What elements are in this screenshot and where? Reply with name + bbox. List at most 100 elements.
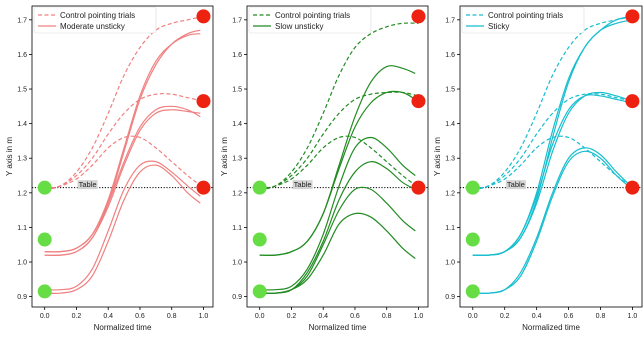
x-tick-label: 0.6	[350, 313, 360, 320]
y-tick-label: 1.0	[445, 260, 455, 267]
plot-area	[247, 6, 428, 307]
y-tick-label: 1.3	[445, 156, 455, 163]
legend-box	[33, 6, 157, 34]
condition-trial-line-5	[259, 90, 416, 256]
y-tick-label: 1.5	[232, 87, 242, 94]
table-label-box	[77, 180, 98, 190]
control-trial-line-1	[259, 22, 419, 190]
x-tick-label: 0.8	[596, 313, 606, 320]
table-label-box	[505, 180, 526, 190]
x-tick-label: 1.0	[414, 313, 424, 320]
legend: Control pointing trials Moderate unsticky	[33, 6, 157, 34]
x-tick-label: 0.4	[318, 313, 328, 320]
y-axis-label: Y axis in m	[433, 137, 442, 176]
control-trial-line-1	[44, 15, 204, 190]
x-tick-label: 1.0	[628, 313, 638, 320]
table-label-box	[292, 180, 313, 190]
condition-trial-line-8	[44, 164, 201, 295]
legend-entry: Sticky	[488, 22, 509, 31]
y-axis-label: Y axis in m	[5, 137, 14, 176]
plot-content	[32, 15, 213, 295]
y-tick-label: 1.7	[17, 17, 27, 24]
axes-frame	[246, 5, 429, 308]
table-label: Table	[79, 180, 97, 189]
legend-entry: Moderate unsticky	[60, 22, 125, 31]
y-tick-label: 1.6	[232, 52, 242, 59]
y-tick-label: 1.1	[232, 225, 242, 232]
start-marker-3	[465, 284, 480, 299]
condition-trial-line-6	[259, 136, 416, 291]
condition-trial-line-6	[44, 109, 201, 256]
x-tick-label: 0.8	[382, 313, 392, 320]
y-tick-label: 1.2	[17, 190, 27, 197]
legend-entry: Slow unsticky	[275, 22, 323, 31]
x-tick-label: 0.2	[72, 313, 82, 320]
y-tick-label: 1.4	[445, 121, 455, 128]
y-tick-label: 1.6	[17, 52, 27, 59]
start-marker-2	[252, 232, 267, 247]
y-tick-label: 1.7	[445, 17, 455, 24]
y-tick-label: 1.4	[17, 121, 27, 128]
start-marker-1	[252, 180, 267, 195]
x-axis-label: Normalized time	[522, 323, 580, 332]
control-trial-line-2	[259, 91, 419, 190]
legend-box	[461, 6, 585, 34]
x-tick-label: 0.8	[167, 313, 177, 320]
chart-panel-3: Table 0.0 0.2 0.4 0.6 0.8 1.0 0.9 1.0 1.1 1.2 1.3 1.…	[433, 5, 643, 332]
x-axis-label: Normalized time	[309, 323, 367, 332]
x-tick-label: 0.2	[287, 313, 297, 320]
legend-box	[248, 6, 372, 34]
condition-trial-line-9	[259, 212, 416, 295]
table-label: Table	[294, 180, 312, 189]
plot-content	[247, 22, 428, 295]
control-trial-line-1	[472, 15, 633, 190]
y-tick-label: 1.1	[17, 225, 27, 232]
x-tick-label: 0.0	[468, 313, 478, 320]
legend-entry: Control pointing trials	[60, 11, 135, 20]
start-marker-1	[37, 180, 52, 195]
x-tick-label: 0.4	[532, 313, 542, 320]
y-axis-label: Y axis in m	[220, 137, 229, 176]
condition-trial-line-9	[472, 150, 633, 295]
y-tick-label: 0.9	[445, 294, 455, 301]
y-tick-label: 1.2	[445, 190, 455, 197]
end-marker-2	[625, 94, 640, 109]
axes-frame	[31, 5, 214, 308]
legend: Control pointing trials Slow unsticky	[248, 6, 372, 34]
end-marker-2	[196, 94, 211, 109]
y-tick-label: 1.7	[232, 17, 242, 24]
control-trial-line-3	[259, 135, 419, 190]
end-marker-3	[196, 180, 211, 195]
end-marker-3	[625, 180, 640, 195]
y-tick-label: 1.3	[17, 156, 27, 163]
start-marker-1	[465, 180, 480, 195]
y-tick-label: 1.4	[232, 121, 242, 128]
legend: Control pointing trials Sticky	[461, 6, 585, 34]
end-marker-1	[196, 9, 211, 24]
control-trial-line-2	[44, 93, 204, 190]
table-label: Table	[507, 180, 525, 189]
legend-entry: Control pointing trials	[275, 11, 350, 20]
y-tick-label: 1.3	[232, 156, 242, 163]
y-tick-label: 1.5	[17, 87, 27, 94]
start-marker-2	[37, 232, 52, 247]
y-tick-label: 0.9	[232, 294, 242, 301]
y-tick-label: 1.2	[232, 190, 242, 197]
x-tick-label: 0.4	[103, 313, 113, 320]
x-axis-label: Normalized time	[94, 323, 152, 332]
x-tick-label: 0.0	[40, 313, 50, 320]
x-tick-label: 0.2	[500, 313, 510, 320]
start-marker-3	[37, 284, 52, 299]
y-tick-label: 1.6	[445, 52, 455, 59]
end-marker-3	[411, 180, 426, 195]
y-tick-label: 1.1	[445, 225, 455, 232]
legend-entry: Control pointing trials	[488, 11, 563, 20]
y-tick-label: 0.9	[17, 294, 27, 301]
condition-trial-line-9	[44, 160, 201, 291]
end-marker-1	[411, 9, 426, 24]
y-tick-label: 1.5	[445, 87, 455, 94]
control-trial-line-2	[472, 93, 633, 190]
x-tick-label: 0.0	[255, 313, 265, 320]
x-tick-label: 0.6	[564, 313, 574, 320]
chart-panel-1: Table 0.0 0.2 0.4 0.6 0.8 1.0 0.9 1.0 1.1 1.2 1.3 1.…	[5, 5, 214, 332]
